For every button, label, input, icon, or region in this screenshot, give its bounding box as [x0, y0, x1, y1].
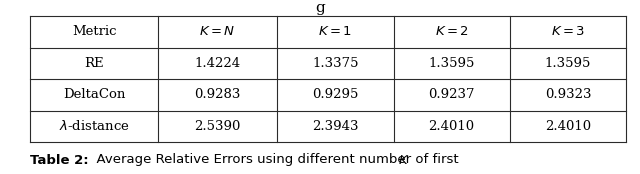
Text: $K$: $K$ — [398, 153, 410, 167]
Text: 1.4224: 1.4224 — [195, 57, 241, 70]
Text: 0.9237: 0.9237 — [428, 88, 475, 101]
Text: $K = 3$: $K = 3$ — [551, 25, 585, 38]
Text: 1.3595: 1.3595 — [429, 57, 475, 70]
Text: Average Relative Errors using different number of first: Average Relative Errors using different … — [88, 153, 463, 167]
Text: 0.9283: 0.9283 — [195, 88, 241, 101]
Text: 0.9295: 0.9295 — [312, 88, 358, 101]
Text: 1.3595: 1.3595 — [545, 57, 591, 70]
Text: $K = 2$: $K = 2$ — [435, 25, 468, 38]
Text: Table 2:: Table 2: — [30, 153, 88, 167]
Text: $K = 1$: $K = 1$ — [318, 25, 353, 38]
Text: DeltaCon: DeltaCon — [63, 88, 125, 101]
Text: Metric: Metric — [72, 25, 116, 38]
Text: 1.3375: 1.3375 — [312, 57, 358, 70]
Text: 0.9323: 0.9323 — [545, 88, 591, 101]
Text: RE: RE — [84, 57, 104, 70]
Text: $K = N$: $K = N$ — [200, 25, 236, 38]
Text: 2.4010: 2.4010 — [429, 120, 475, 133]
Text: 2.3943: 2.3943 — [312, 120, 358, 133]
Text: 2.4010: 2.4010 — [545, 120, 591, 133]
Text: g: g — [315, 1, 325, 15]
Text: 2.5390: 2.5390 — [195, 120, 241, 133]
Text: $\lambda$-distance: $\lambda$-distance — [59, 119, 129, 133]
